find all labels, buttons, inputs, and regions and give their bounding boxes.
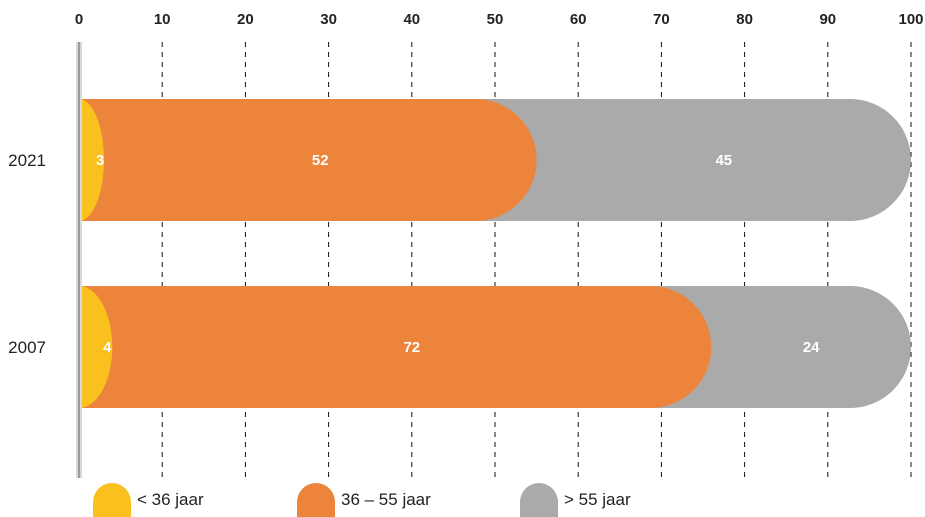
data-label: 52 [312,152,329,169]
chart-svg: 3 52 45 4 72 24 0 10 20 30 40 50 60 70 80 90 100 2021 200… [8,11,924,478]
category-label: 2021 [8,151,46,170]
legend: < 36 jaar 36 – 55 jaar > 55 jaar [0,483,925,517]
x-tick-label: 40 [403,11,420,28]
legend-label-36-55: 36 – 55 jaar [341,490,431,509]
data-label: 3 [96,152,104,169]
axis-layer: 0 10 20 30 40 50 60 70 80 90 100 2021 2007 [8,11,924,478]
x-tick-label: 0 [75,11,83,28]
x-tick-label: 70 [653,11,670,28]
x-tick-label: 90 [819,11,836,28]
data-label: 72 [403,339,420,356]
bar-segment-2007-series-1 [79,286,113,408]
legend-item-36-55: 36 – 55 jaar [297,483,431,517]
x-tick-label: 100 [898,11,923,28]
legend-swatch-over-55 [520,483,558,517]
legend-swatch-under-36 [93,483,131,517]
category-label: 2007 [8,338,46,357]
x-tick-label: 20 [237,11,254,28]
bar-segment-2021-series-1 [79,99,104,221]
bars-layer [79,99,911,408]
legend-item-under-36: < 36 jaar [93,483,204,517]
x-tick-label: 50 [487,11,504,28]
legend-swatch-36-55 [297,483,335,517]
x-tick-label: 80 [736,11,753,28]
legend-label-over-55: > 55 jaar [564,490,631,509]
legend-item-over-55: > 55 jaar [520,483,631,517]
x-tick-label: 30 [320,11,337,28]
legend-label-under-36: < 36 jaar [137,490,204,509]
bar-segment-2007-series-2 [79,286,712,408]
data-label: 45 [715,152,732,169]
data-label: 24 [803,339,820,356]
x-tick-label: 60 [570,11,587,28]
labels-layer: 3 52 45 4 72 24 [96,152,820,356]
data-label: 4 [103,339,112,356]
x-tick-label: 10 [154,11,171,28]
bar-segment-2021-series-2 [79,99,537,221]
